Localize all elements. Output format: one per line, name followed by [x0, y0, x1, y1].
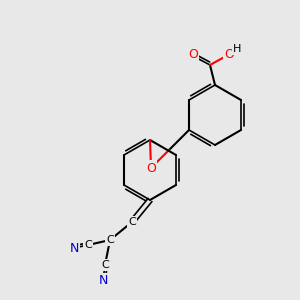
Text: C: C [84, 240, 92, 250]
Text: N: N [69, 242, 79, 254]
Text: H: H [233, 44, 241, 54]
Text: N: N [98, 274, 108, 287]
Text: H: H [230, 47, 238, 57]
Text: O: O [188, 49, 198, 62]
Text: O: O [224, 47, 234, 61]
Text: C: C [101, 260, 109, 270]
Text: C: C [128, 217, 136, 227]
Text: O: O [146, 161, 156, 175]
Text: C: C [106, 235, 114, 245]
